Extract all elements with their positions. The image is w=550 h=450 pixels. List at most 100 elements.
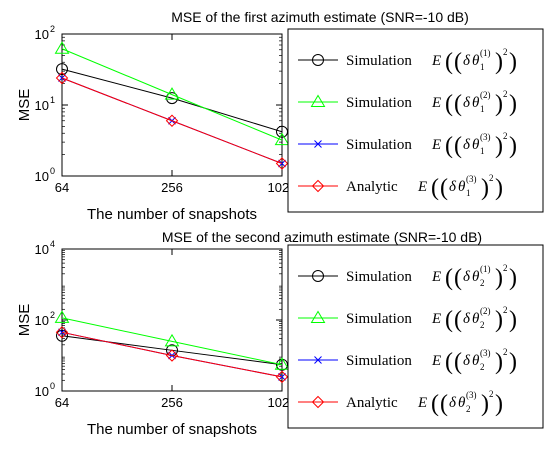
legend-sub-3: 1 bbox=[480, 146, 485, 156]
legend-var-3: θ bbox=[472, 353, 480, 369]
legend-sup-1: (1) bbox=[480, 264, 491, 274]
legend-paren-open-1: ( bbox=[445, 265, 453, 291]
legend-delta-2: δ bbox=[463, 95, 471, 111]
legend-sup-3: (3) bbox=[480, 348, 491, 358]
legend-paren-inner-open-4: ( bbox=[440, 391, 448, 417]
y-tick-label: 10 bbox=[35, 27, 49, 42]
x-axis-label: The number of snapshots bbox=[87, 206, 257, 223]
x-tick-label: 256 bbox=[161, 180, 183, 195]
legend-var-3: θ bbox=[472, 137, 480, 153]
data-point bbox=[275, 157, 289, 170]
legend-paren-inner-close-4: ) bbox=[481, 391, 489, 417]
y-tick-exponent: 2 bbox=[50, 310, 55, 320]
legend-expectation-1: E bbox=[431, 269, 441, 285]
legend-sup-4: (3) bbox=[466, 390, 477, 400]
legend-sub-4: 1 bbox=[466, 188, 471, 198]
y-tick-label: 10 bbox=[35, 313, 49, 328]
y-tick-exponent: 0 bbox=[50, 381, 55, 391]
legend: Simulation E((δ θ 2(1)) 2)Simulation E((δ θ 2(2… bbox=[287, 244, 544, 429]
legend-sub-2: 1 bbox=[480, 104, 485, 114]
legend-sup-2: (2) bbox=[480, 90, 491, 100]
legend-expectation-4: E bbox=[417, 179, 427, 195]
series-line-4 bbox=[61, 77, 283, 164]
legend-expectation-3: E bbox=[431, 353, 441, 369]
legend-paren-close-4: ) bbox=[495, 175, 503, 201]
legend-label-1: Simulation bbox=[346, 269, 412, 285]
y-tick-label: 10 bbox=[35, 169, 49, 184]
legend-delta-4: δ bbox=[449, 179, 457, 195]
legend-label-3: Simulation bbox=[346, 137, 412, 153]
data-point bbox=[165, 349, 179, 362]
legend-paren-close-2: ) bbox=[509, 307, 517, 333]
data-point bbox=[274, 357, 290, 370]
data-point bbox=[275, 370, 289, 384]
legend-sup-1: (1) bbox=[480, 48, 491, 58]
data-point bbox=[54, 310, 70, 323]
legend-marker-4 bbox=[311, 395, 325, 409]
legend-sup-2: (2) bbox=[480, 306, 491, 316]
legend: Simulation E((δ θ 1(1)) 2)Simulation E((δ θ 1(2… bbox=[287, 28, 544, 213]
legend-label-2: Simulation bbox=[346, 311, 412, 327]
legend-var-1: θ bbox=[472, 269, 480, 285]
legend-paren-open-3: ( bbox=[445, 133, 453, 159]
legend-var-4: θ bbox=[458, 179, 466, 195]
legend-expectation-4: E bbox=[417, 395, 427, 411]
legend-marker-1 bbox=[312, 54, 324, 66]
series-line-2 bbox=[61, 48, 283, 141]
legend-paren-inner-close-1: ) bbox=[495, 49, 503, 75]
legend-paren-inner-close-3: ) bbox=[495, 133, 503, 159]
legend-paren-inner-close-1: ) bbox=[495, 265, 503, 291]
legend-square-3: 2 bbox=[503, 131, 508, 141]
data-point bbox=[274, 132, 290, 146]
legend-marker-3 bbox=[314, 356, 322, 364]
legend-marker-1 bbox=[312, 270, 324, 282]
legend-label-3: Simulation bbox=[346, 353, 412, 369]
chart-title: MSE of the first azimuth estimate (SNR=-… bbox=[171, 9, 469, 25]
legend-delta-3: δ bbox=[463, 137, 471, 153]
legend-paren-inner-open-3: ( bbox=[454, 349, 462, 375]
y-axis-label: MSE bbox=[16, 304, 33, 337]
chart-2: MSE of the second azimuth estimate (SNR=… bbox=[16, 229, 544, 438]
legend-delta-3: δ bbox=[463, 353, 471, 369]
data-point bbox=[54, 41, 70, 54]
legend-var-4: θ bbox=[458, 395, 466, 411]
legend-delta-1: δ bbox=[463, 269, 471, 285]
legend-expectation-2: E bbox=[431, 95, 441, 111]
legend-expectation-2: E bbox=[431, 311, 441, 327]
legend-delta-1: δ bbox=[463, 53, 471, 69]
legend-var-2: θ bbox=[472, 311, 480, 327]
legend-square-2: 2 bbox=[503, 305, 508, 315]
legend-paren-inner-open-1: ( bbox=[454, 49, 462, 75]
legend-delta-4: δ bbox=[449, 395, 457, 411]
data-point bbox=[56, 329, 68, 342]
legend-paren-open-4: ( bbox=[431, 391, 439, 417]
chart-1: MSE of the first azimuth estimate (SNR=-… bbox=[16, 9, 544, 223]
plot-area bbox=[61, 33, 283, 177]
data-point bbox=[164, 333, 180, 347]
data-point bbox=[55, 326, 69, 339]
y-tick-exponent: 4 bbox=[50, 239, 55, 249]
legend-paren-open-2: ( bbox=[445, 91, 453, 117]
data-point bbox=[56, 63, 68, 76]
legend-paren-open-3: ( bbox=[445, 349, 453, 375]
legend-paren-inner-open-2: ( bbox=[454, 91, 462, 117]
y-tick-label: 10 bbox=[35, 384, 49, 399]
legend-var-2: θ bbox=[472, 95, 480, 111]
plot-area bbox=[61, 248, 283, 392]
legend-marker-3 bbox=[314, 140, 322, 148]
legend-paren-inner-open-3: ( bbox=[454, 133, 462, 159]
legend-expectation-1: E bbox=[431, 53, 441, 69]
legend-square-1: 2 bbox=[503, 47, 508, 57]
legend-paren-open-2: ( bbox=[445, 307, 453, 333]
legend-paren-inner-open-4: ( bbox=[440, 175, 448, 201]
legend-paren-close-1: ) bbox=[509, 265, 517, 291]
legend-paren-close-3: ) bbox=[509, 349, 517, 375]
legend-label-4: Analytic bbox=[346, 395, 398, 411]
x-axis-label: The number of snapshots bbox=[87, 421, 257, 438]
data-point bbox=[58, 74, 66, 82]
x-tick-label: 64 bbox=[55, 180, 69, 195]
legend-label-1: Simulation bbox=[346, 53, 412, 69]
series-line-1 bbox=[61, 68, 283, 133]
legend-sup-4: (3) bbox=[466, 174, 477, 184]
legend-paren-close-1: ) bbox=[509, 49, 517, 75]
